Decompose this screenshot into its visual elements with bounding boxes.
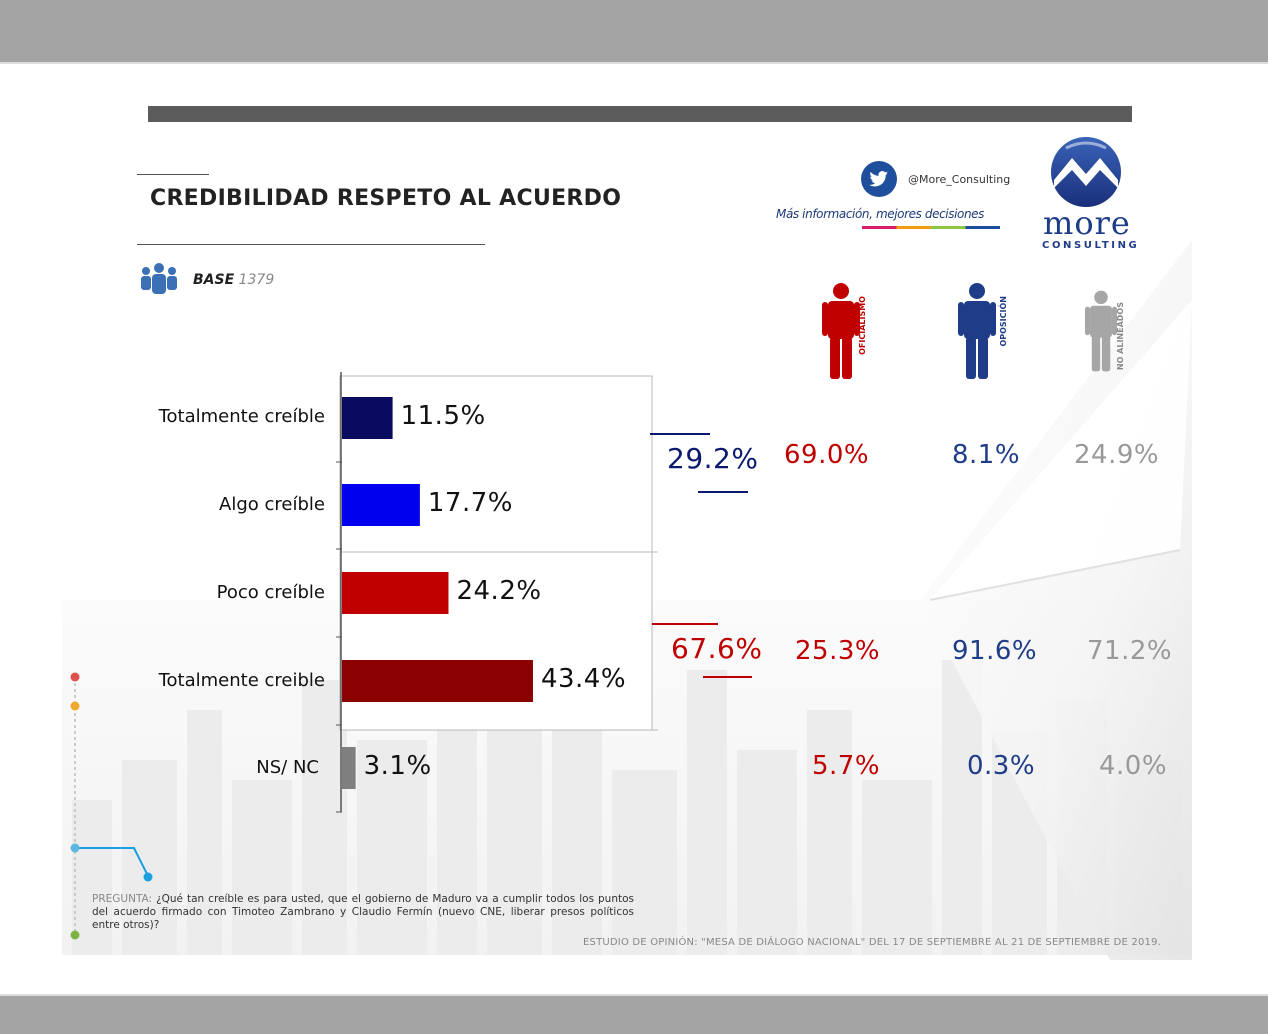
segment-value-oposicion: 8.1% [952, 440, 1021, 470]
header-bar [148, 106, 1132, 122]
category-label: NS/ NC [256, 757, 319, 778]
group-total-credible: 29.2% [667, 442, 759, 475]
segment-value-no-alineados: 4.0% [1099, 751, 1168, 781]
logo-subtitle: CONSULTING [1042, 240, 1140, 251]
title-bottom-rule [137, 244, 485, 245]
category-label: Totalmente creible [158, 670, 325, 691]
category-label: Algo creíble [219, 494, 325, 515]
segment-value-no-alineados: 71.2% [1087, 636, 1173, 666]
people-group-icon [141, 263, 177, 294]
category-label: Totalmente creíble [158, 406, 325, 427]
more-consulting-logo-icon [1051, 137, 1121, 207]
twitter-icon[interactable] [860, 160, 898, 198]
timeline-decoration [70, 672, 153, 940]
segment-value-oficialismo: 69.0% [784, 440, 870, 470]
bottom-frame-bar [0, 994, 1268, 1034]
base-sample-size: BASE 1379 [193, 272, 274, 288]
segment-value-no-alineados: 24.9% [1074, 440, 1160, 470]
brand-slogan: Más información, mejores decisiones [776, 207, 984, 221]
bar [342, 747, 356, 789]
top-frame-line [0, 62, 1268, 64]
person-icon-oposicion [958, 283, 996, 379]
bar-value-label: 17.7% [427, 488, 513, 518]
category-label: Poco creíble [216, 582, 325, 603]
group-total-not-credible: 67.6% [671, 632, 763, 665]
twitter-handle[interactable]: @More_Consulting [908, 173, 1011, 186]
segment-value-oficialismo: 5.7% [812, 751, 881, 781]
segment-value-oposicion: 0.3% [967, 751, 1036, 781]
segment-value-oficialismo: 25.3% [795, 636, 881, 666]
page-title: CREDIBILIDAD RESPETO AL ACUERDO [150, 186, 622, 211]
bar [342, 397, 393, 439]
bar [342, 572, 449, 614]
bar-value-label: 11.5% [400, 401, 486, 431]
title-top-rule [137, 174, 209, 175]
question-body: ¿Qué tan creíble es para usted, que el g… [92, 893, 634, 931]
study-footnote: ESTUDIO DE OPINIÓN: "MESA DE DIÁLOGO NAC… [583, 937, 1162, 948]
question-label: PREGUNTA: [92, 893, 153, 905]
base-label: BASE [193, 272, 235, 288]
person-icon-no-alineados [1085, 290, 1117, 372]
top-frame-bar [0, 0, 1268, 62]
bar-value-label: 3.1% [363, 751, 432, 781]
bar [342, 484, 420, 526]
bar-value-label: 24.2% [456, 576, 542, 606]
slogan-color-rule [862, 226, 1000, 229]
logo-wordmark: more [1043, 204, 1131, 242]
page-curl-decoration [920, 240, 1192, 960]
bar [342, 660, 533, 702]
bar-value-label: 43.4% [540, 664, 627, 694]
question-text: PREGUNTA: ¿Qué tan creíble es para usted… [92, 893, 634, 932]
segment-value-oposicion: 91.6% [952, 636, 1038, 666]
person-icon-oficialismo [822, 283, 860, 379]
base-value: 1379 [238, 272, 275, 288]
